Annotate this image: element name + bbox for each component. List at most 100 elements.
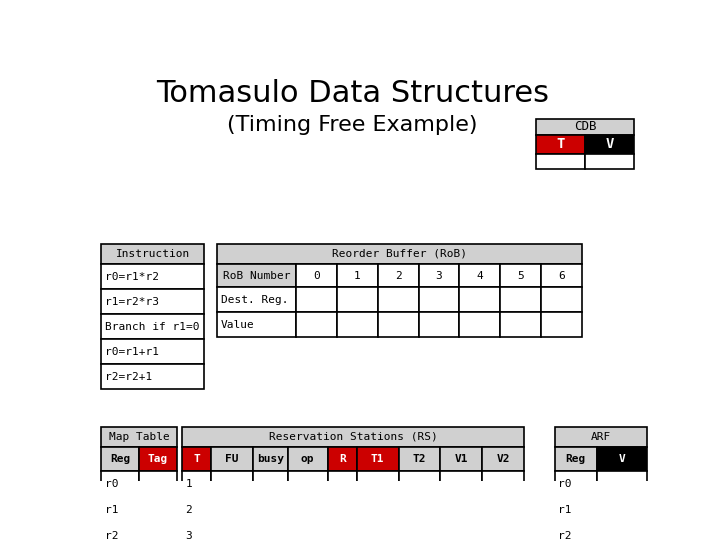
Bar (356, 497, 399, 523)
Bar (482, 471, 524, 497)
Bar (459, 287, 500, 312)
Bar (555, 497, 597, 523)
Bar (101, 265, 204, 289)
Text: ARF: ARF (590, 432, 611, 442)
Bar (217, 265, 297, 287)
Bar (328, 497, 356, 523)
Text: op: op (301, 454, 315, 464)
Bar (356, 523, 399, 540)
Bar (337, 287, 378, 312)
Bar (101, 289, 204, 314)
Text: V2: V2 (497, 454, 510, 464)
Bar (536, 154, 585, 168)
Bar (287, 471, 328, 497)
Bar (597, 497, 647, 523)
Bar (555, 447, 597, 471)
Bar (101, 471, 139, 497)
Bar (101, 523, 139, 540)
Bar (418, 287, 459, 312)
Text: T: T (193, 454, 200, 464)
Text: CDB: CDB (574, 120, 596, 133)
Bar (101, 314, 204, 339)
Bar (211, 497, 253, 523)
Bar (328, 523, 356, 540)
Text: 1: 1 (186, 480, 192, 489)
Bar (211, 447, 253, 471)
Text: 3: 3 (436, 271, 442, 281)
Text: 1: 1 (354, 271, 361, 281)
Bar (101, 427, 177, 447)
Bar (597, 471, 647, 497)
Text: Instruction: Instruction (116, 249, 190, 259)
Bar (441, 447, 482, 471)
Text: T2: T2 (413, 454, 426, 464)
Text: RoB Number: RoB Number (223, 271, 291, 281)
Bar (500, 287, 541, 312)
Bar (536, 135, 585, 154)
Bar (597, 447, 647, 471)
Bar (287, 523, 328, 540)
Bar (536, 119, 634, 135)
Bar (217, 287, 297, 312)
Bar (253, 447, 287, 471)
Bar (297, 312, 337, 337)
Text: Value: Value (220, 320, 254, 330)
Bar (585, 135, 634, 154)
Text: Map Table: Map Table (109, 432, 169, 442)
Bar (500, 312, 541, 337)
Text: r2: r2 (104, 531, 118, 540)
Text: Tomasulo Data Structures: Tomasulo Data Structures (156, 79, 549, 109)
Bar (182, 523, 211, 540)
Text: V: V (618, 454, 625, 464)
Text: (Timing Free Example): (Timing Free Example) (227, 115, 477, 135)
Bar (287, 497, 328, 523)
Bar (287, 447, 328, 471)
Bar (217, 244, 582, 265)
Text: T1: T1 (371, 454, 384, 464)
Bar (101, 244, 204, 265)
Bar (597, 523, 647, 540)
Bar (139, 523, 177, 540)
Text: Reorder Buffer (RoB): Reorder Buffer (RoB) (332, 249, 467, 259)
Text: 3: 3 (186, 531, 192, 540)
Bar (541, 265, 582, 287)
Text: 2: 2 (395, 271, 402, 281)
Text: V: V (606, 137, 614, 151)
Bar (441, 497, 482, 523)
Text: Tag: Tag (148, 454, 168, 464)
Text: Reg: Reg (110, 454, 130, 464)
Bar (378, 312, 418, 337)
Bar (399, 497, 441, 523)
Bar (182, 497, 211, 523)
Bar (328, 447, 356, 471)
Bar (399, 447, 441, 471)
Text: r0=r1*r2: r0=r1*r2 (104, 272, 158, 282)
Text: 4: 4 (477, 271, 483, 281)
Bar (399, 471, 441, 497)
Bar (399, 523, 441, 540)
Text: FU: FU (225, 454, 239, 464)
Bar (555, 471, 597, 497)
Text: r0: r0 (558, 480, 572, 489)
Bar (418, 312, 459, 337)
Bar (182, 471, 211, 497)
Bar (253, 471, 287, 497)
Bar (378, 265, 418, 287)
Text: Reservation Stations (RS): Reservation Stations (RS) (269, 432, 438, 442)
Bar (297, 265, 337, 287)
Bar (500, 265, 541, 287)
Bar (297, 287, 337, 312)
Text: 2: 2 (186, 505, 192, 515)
Text: Reg: Reg (566, 454, 586, 464)
Bar (541, 287, 582, 312)
Bar (253, 497, 287, 523)
Bar (441, 523, 482, 540)
Text: 0: 0 (313, 271, 320, 281)
Text: r1: r1 (558, 505, 572, 515)
Bar (441, 471, 482, 497)
Bar (337, 312, 378, 337)
Text: r0: r0 (104, 480, 118, 489)
Bar (101, 339, 204, 364)
Bar (182, 427, 524, 447)
Bar (328, 471, 356, 497)
